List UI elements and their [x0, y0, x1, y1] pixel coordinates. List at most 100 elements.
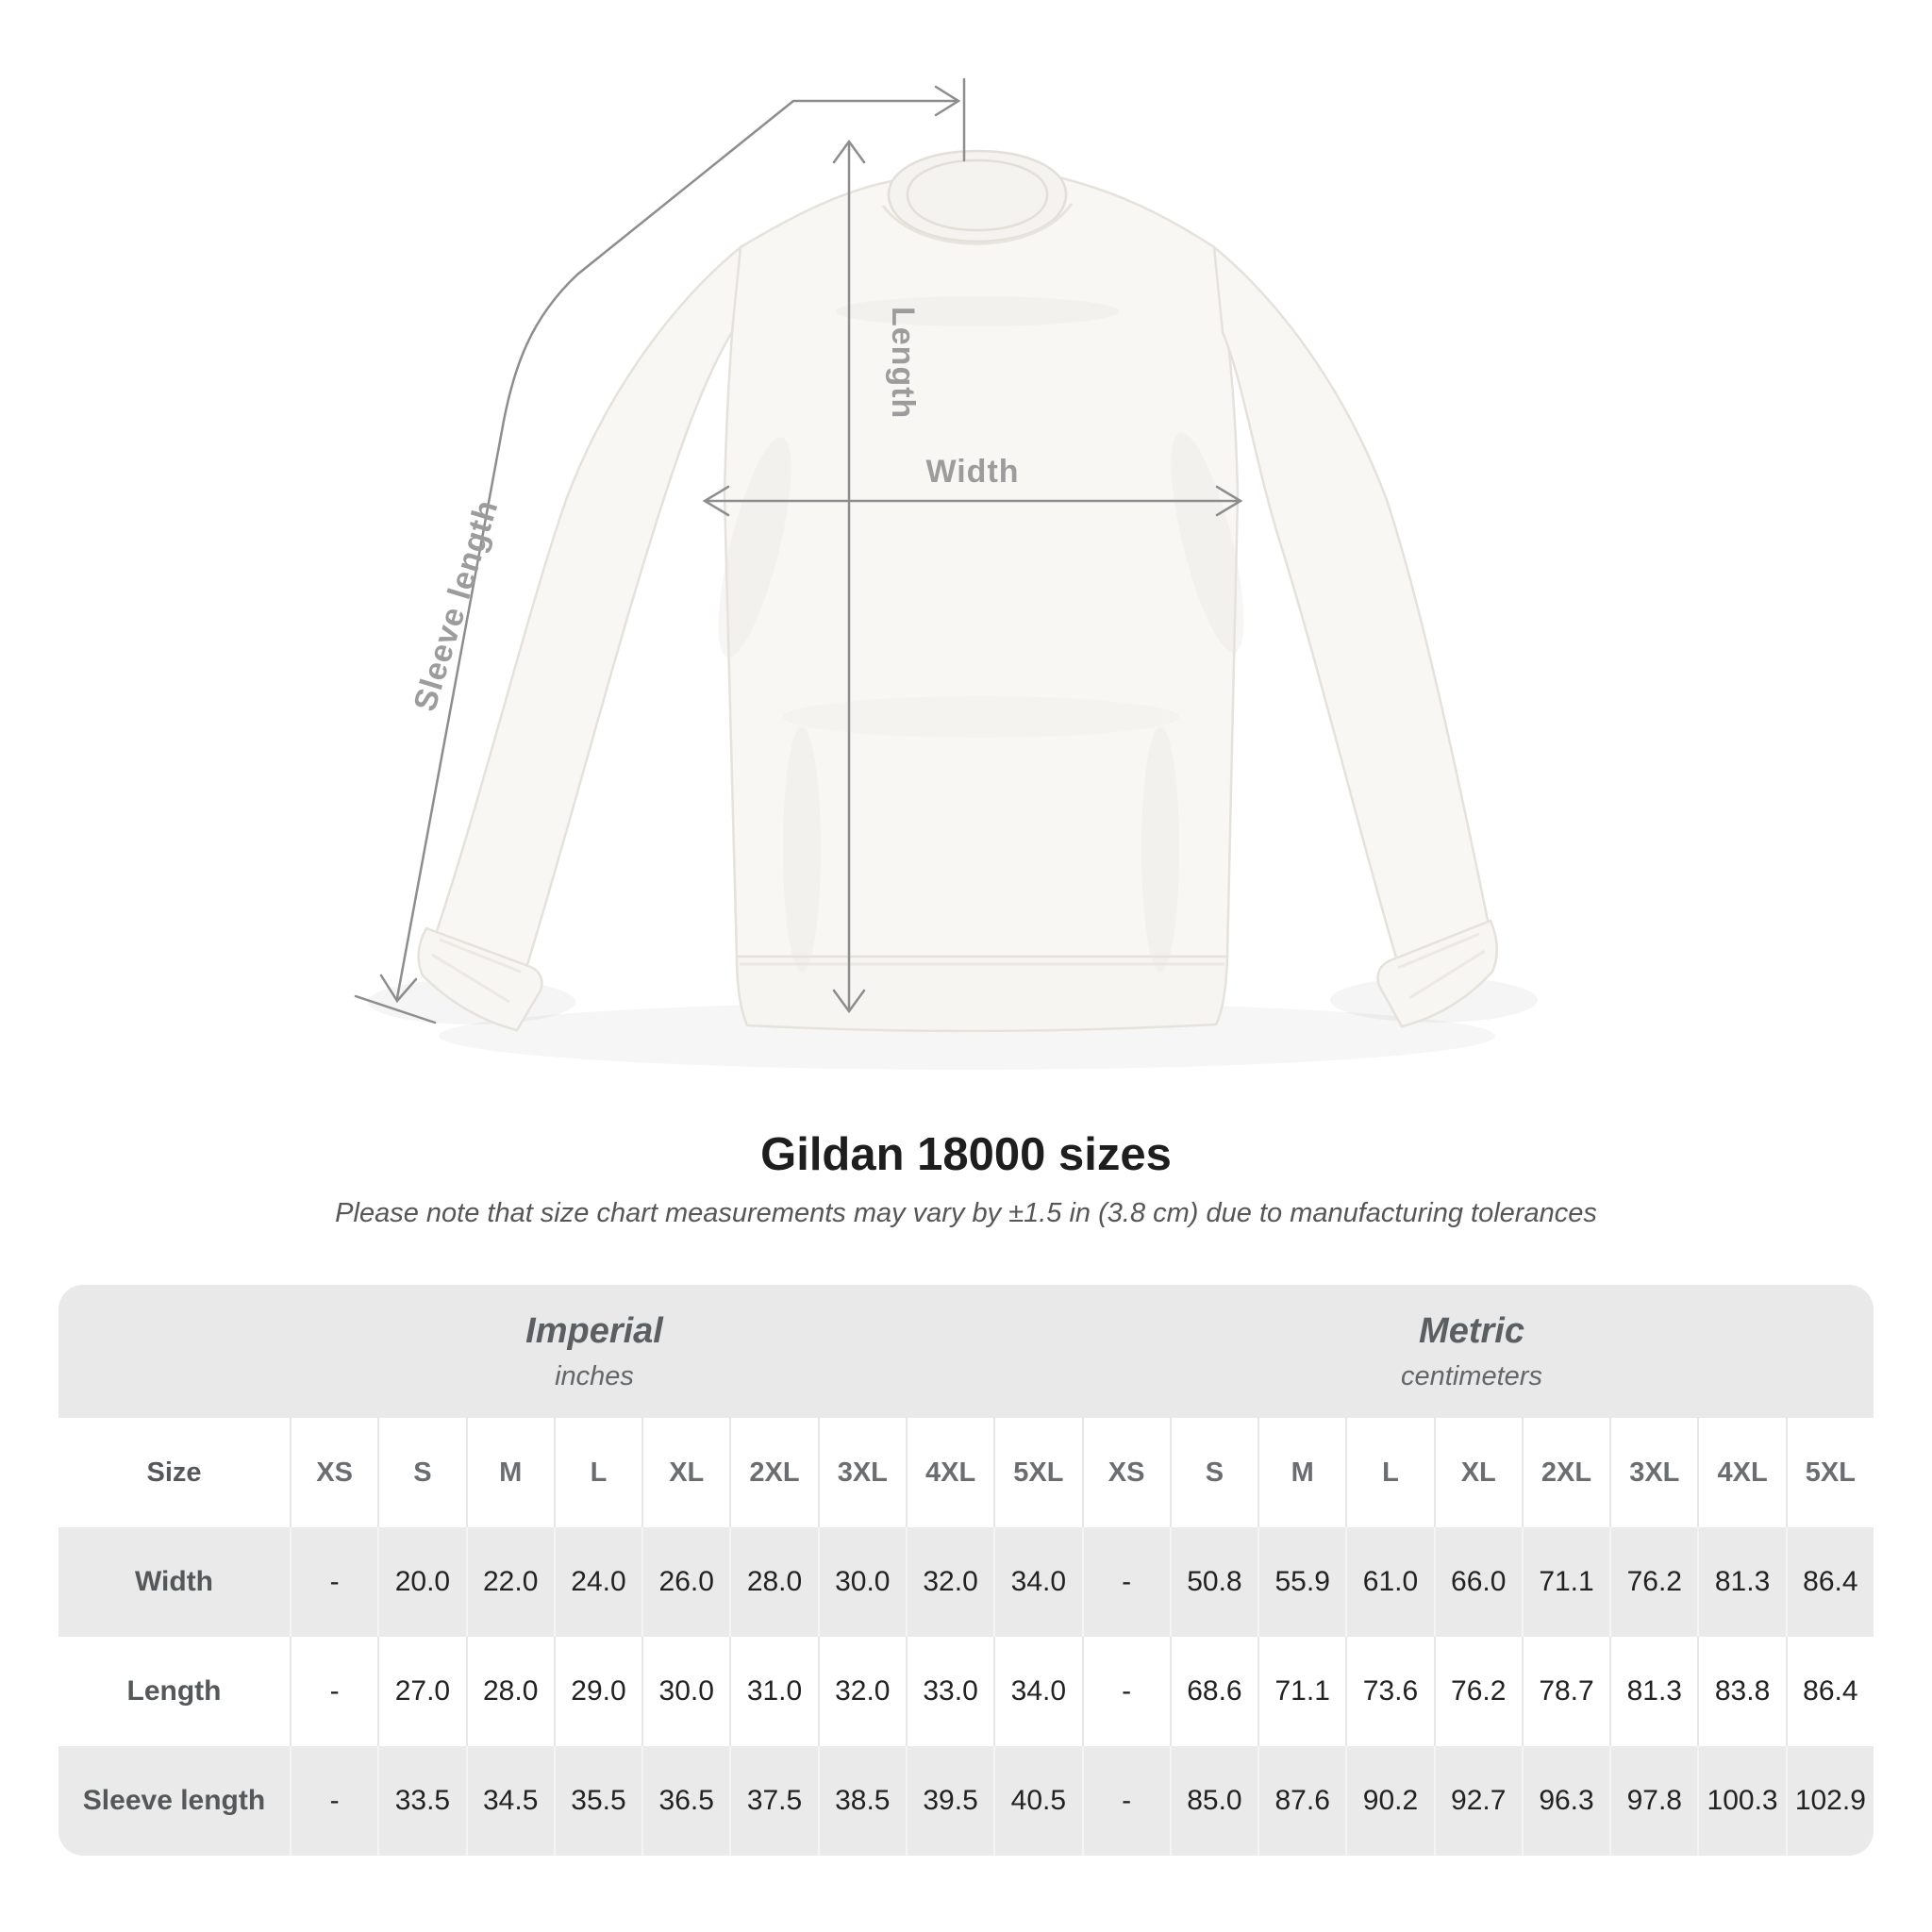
- size-value-cell: -: [1081, 1527, 1170, 1637]
- size-value-cell: 32.0: [905, 1527, 994, 1637]
- size-value-cell: 83.8: [1697, 1637, 1786, 1746]
- sleeve-arrow-down: [379, 974, 418, 1004]
- size-value-cell: 76.2: [1433, 1637, 1522, 1746]
- size-col-header: XS: [1081, 1418, 1170, 1527]
- width-arrow-left: [702, 485, 730, 517]
- sweatshirt-image: [417, 149, 1498, 1033]
- size-value-cell: 85.0: [1169, 1746, 1258, 1856]
- size-col-header: S: [377, 1418, 466, 1527]
- width-label: Width: [925, 454, 1019, 490]
- metric-unit: centimeters: [1401, 1360, 1542, 1391]
- right-cuff-ribs: [1397, 932, 1486, 1000]
- length-measure-line: [832, 139, 866, 1014]
- width-measure-line: [702, 485, 1243, 517]
- size-value-cell: 33.5: [377, 1746, 466, 1856]
- size-value-cell: 66.0: [1433, 1527, 1522, 1637]
- size-value-cell: 97.8: [1609, 1746, 1698, 1856]
- cuff-tick: [354, 994, 437, 1024]
- left-cuff: [417, 926, 543, 1032]
- size-value-cell: -: [290, 1637, 378, 1746]
- size-value-cell: 35.5: [553, 1746, 642, 1856]
- size-value-cell: 31.0: [729, 1637, 818, 1746]
- size-value-cell: 27.0: [377, 1637, 466, 1746]
- size-value-cell: 20.0: [377, 1527, 466, 1637]
- size-value-cell: 30.0: [641, 1637, 730, 1746]
- size-col-header: XL: [1433, 1418, 1522, 1527]
- right-cuff: [1376, 919, 1498, 1028]
- size-col-header: 5XL: [993, 1418, 1082, 1527]
- size-value-cell: 68.6: [1169, 1637, 1258, 1746]
- size-value-cell: 40.5: [993, 1746, 1082, 1856]
- metric-label: Metric: [1419, 1310, 1524, 1351]
- imperial-label: Imperial: [525, 1310, 663, 1351]
- size-value-cell: 39.5: [905, 1746, 994, 1856]
- fabric-shading: [718, 296, 1244, 972]
- size-col-header: 2XL: [1521, 1418, 1610, 1527]
- width-arrow-right: [1215, 485, 1243, 517]
- length-arrow-down: [832, 989, 866, 1014]
- title-block: Gildan 18000 sizes Please note that size…: [0, 1128, 1932, 1229]
- size-corner-label: Size: [58, 1418, 290, 1527]
- tolerance-note: Please note that size chart measurements…: [335, 1198, 1597, 1228]
- size-col-header: 3XL: [1609, 1418, 1698, 1527]
- measurement-annotations: [354, 77, 1243, 1024]
- size-value-cell: 71.1: [1257, 1637, 1346, 1746]
- length-label: Length: [885, 307, 921, 419]
- size-col-header: S: [1169, 1418, 1258, 1527]
- size-col-header: 4XL: [905, 1418, 994, 1527]
- size-value-cell: 26.0: [641, 1527, 730, 1637]
- size-value-cell: 100.3: [1697, 1746, 1786, 1856]
- size-value-cell: 38.5: [817, 1746, 906, 1856]
- sweatshirt-right-sleeve: [1212, 244, 1491, 966]
- size-value-cell: 28.0: [729, 1527, 818, 1637]
- size-chart-grid: Size XS S M L XL 2XL 3XL 4XL 5XL XS S M L XL 2XL 3XL 4XL 5…: [58, 1418, 1874, 1856]
- size-value-cell: -: [290, 1746, 378, 1856]
- size-value-cell: 61.0: [1345, 1527, 1434, 1637]
- size-value-cell: 81.3: [1609, 1637, 1698, 1746]
- size-chart-table: Imperial inches Metric centimeters Size X…: [58, 1285, 1874, 1856]
- row-label: Length: [58, 1637, 290, 1746]
- row-label: Sleeve length: [58, 1746, 290, 1856]
- left-cuff-ribs: [431, 938, 522, 1004]
- size-value-cell: 24.0: [553, 1527, 642, 1637]
- size-value-cell: 33.0: [905, 1637, 994, 1746]
- size-value-cell: 73.6: [1345, 1637, 1434, 1746]
- size-value-cell: 76.2: [1609, 1527, 1698, 1637]
- metric-units-header: Metric centimeters: [1401, 1311, 1542, 1392]
- size-value-cell: 28.0: [465, 1637, 554, 1746]
- size-value-cell: 90.2: [1345, 1746, 1434, 1856]
- imperial-units-header: Imperial inches: [525, 1311, 663, 1392]
- size-value-cell: 92.7: [1433, 1746, 1522, 1856]
- size-col-header: L: [1345, 1418, 1434, 1527]
- size-value-cell: 34.0: [993, 1637, 1082, 1746]
- size-value-cell: 71.1: [1521, 1527, 1610, 1637]
- size-value-cell: 30.0: [817, 1527, 906, 1637]
- sweatshirt-hem-band: [735, 955, 1229, 1033]
- sweatshirt-left-sleeve: [434, 244, 742, 970]
- size-value-cell: 36.5: [641, 1746, 730, 1856]
- size-value-cell: 81.3: [1697, 1527, 1786, 1637]
- collar-seam: [881, 203, 1074, 245]
- size-col-header: 2XL: [729, 1418, 818, 1527]
- sleeve-arrow-right: [934, 85, 961, 117]
- size-col-header: M: [1257, 1418, 1346, 1527]
- size-col-header: 3XL: [817, 1418, 906, 1527]
- size-value-cell: 32.0: [817, 1637, 906, 1746]
- sweatshirt-diagram: Length Width Sleeve length: [354, 77, 1538, 1033]
- size-col-header: XS: [290, 1418, 378, 1527]
- imperial-unit: inches: [555, 1360, 634, 1391]
- size-col-header: L: [553, 1418, 642, 1527]
- size-value-cell: 34.5: [465, 1746, 554, 1856]
- collar: [881, 149, 1074, 245]
- size-value-cell: -: [290, 1527, 378, 1637]
- length-arrow-up: [832, 139, 866, 164]
- units-band: Imperial inches Metric centimeters: [58, 1285, 1874, 1418]
- size-value-cell: 37.5: [729, 1746, 818, 1856]
- size-value-cell: 96.3: [1521, 1746, 1610, 1856]
- size-col-header: M: [465, 1418, 554, 1527]
- size-value-cell: 86.4: [1785, 1527, 1874, 1637]
- size-col-header: 4XL: [1697, 1418, 1786, 1527]
- row-label: Width: [58, 1527, 290, 1637]
- size-value-cell: 29.0: [553, 1637, 642, 1746]
